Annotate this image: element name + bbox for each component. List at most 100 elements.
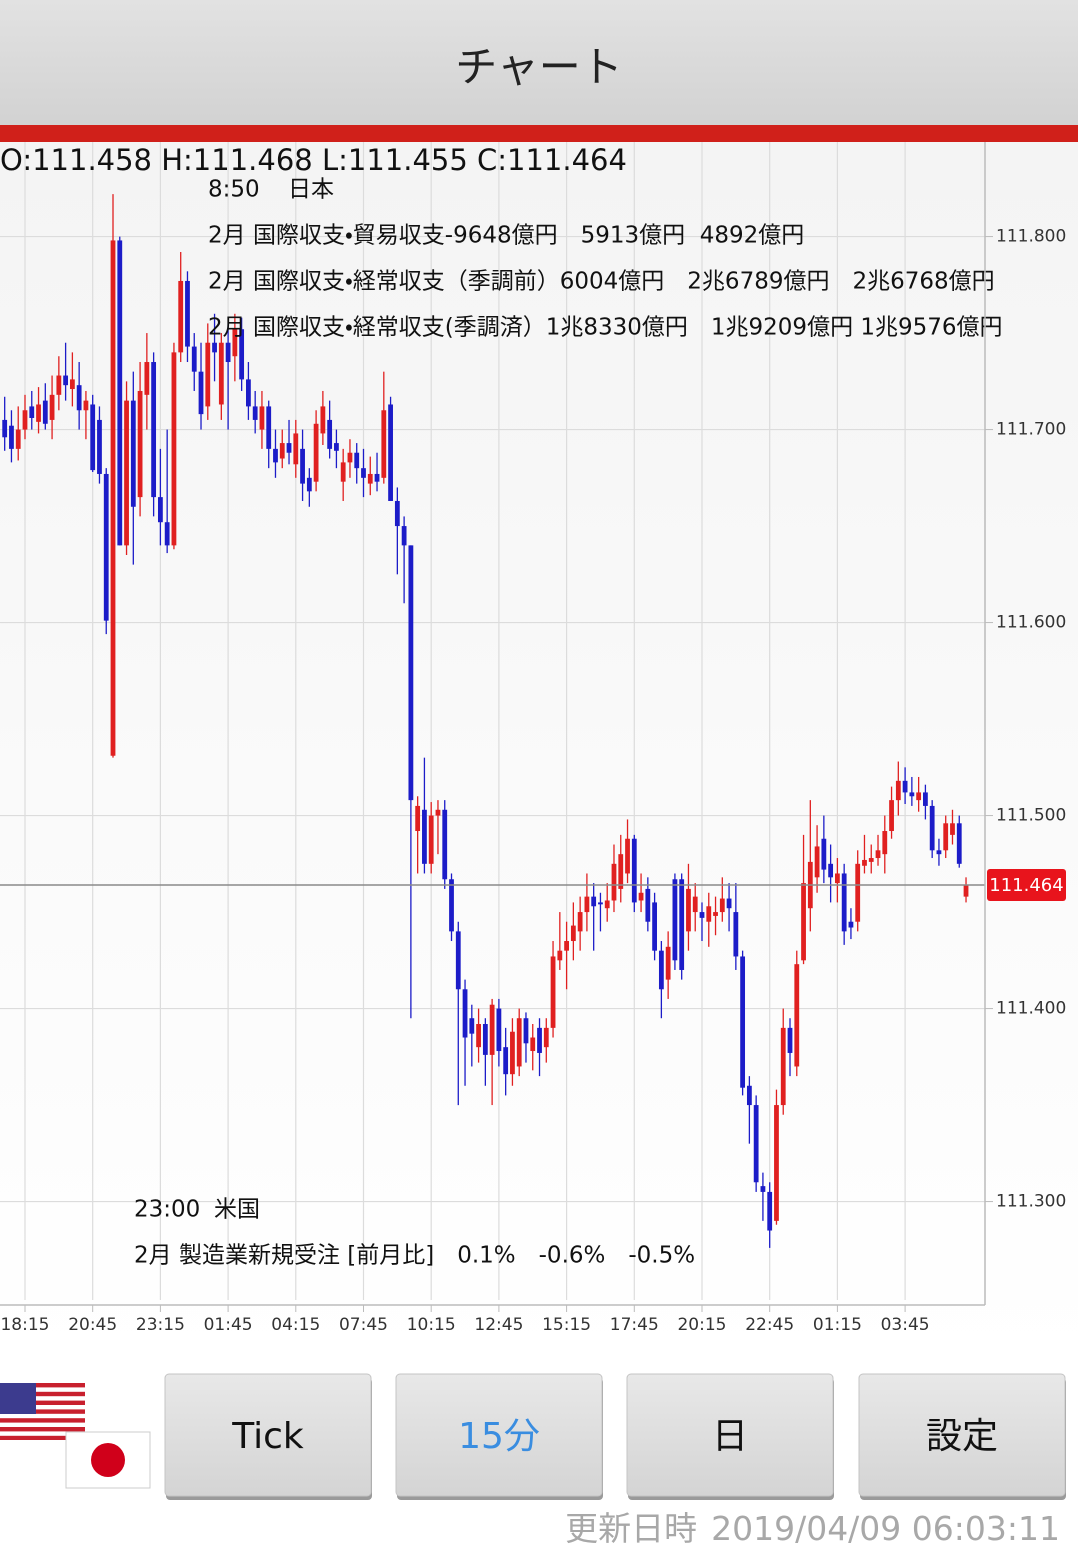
tab-button-face[interactable] xyxy=(164,1373,372,1497)
candle-body xyxy=(604,900,610,909)
update-label: 更新日時 xyxy=(565,1509,697,1548)
candle-body xyxy=(408,545,414,801)
candle-body xyxy=(144,362,150,395)
candle-body xyxy=(293,433,299,465)
candle-body xyxy=(36,404,41,422)
candle-body xyxy=(2,419,8,438)
tab-button-label[interactable]: 設定 xyxy=(926,1416,998,1457)
tab-button[interactable]: Tick xyxy=(164,1373,372,1500)
candle-body xyxy=(950,823,955,835)
update-time: 更新日時 2019/04/09 06:03:11 xyxy=(565,1509,1060,1548)
candle-body xyxy=(550,956,556,1028)
accent-bar xyxy=(0,125,1078,142)
candle-body xyxy=(49,394,55,420)
event-line: 2月 国際収支・経常収支(季調済）1兆8330億円 1兆9209億円 1兆957… xyxy=(208,315,1003,341)
tab-button[interactable]: 設定 xyxy=(858,1373,1066,1500)
candle-body xyxy=(686,888,691,932)
tab-button-label[interactable]: 日 xyxy=(712,1416,748,1457)
candle-body xyxy=(137,390,143,498)
candle-body xyxy=(205,342,211,407)
button-bar: Tick 15分 日 設定 xyxy=(164,1373,1066,1500)
candle-body xyxy=(327,419,333,449)
candle-body xyxy=(157,497,163,523)
candle-body xyxy=(570,925,576,942)
last-price-box xyxy=(987,869,1066,902)
candle-body xyxy=(212,342,217,353)
candle-body xyxy=(246,379,251,407)
candle-body xyxy=(9,425,14,449)
candle-body xyxy=(218,342,224,405)
x-tick-label: 18:15 xyxy=(0,1315,49,1335)
plot: 111.300 111.400 111.500 111.600 111.700 111.8… xyxy=(0,142,1066,1335)
event-line: 2月 国際収支・貿易収支-9648億円 5913億円 4892億円 xyxy=(208,223,804,249)
candle-body xyxy=(726,898,732,909)
candle-body xyxy=(198,371,204,415)
candle-body xyxy=(929,805,935,851)
x-tick-label: 03:45 xyxy=(881,1315,930,1335)
candle-body xyxy=(543,1027,549,1048)
candle-body xyxy=(56,375,62,395)
header-bar xyxy=(0,0,1078,125)
candle-body xyxy=(334,443,339,451)
jp-flag xyxy=(65,1431,151,1489)
candle-body xyxy=(733,912,739,957)
candle-body xyxy=(76,385,82,411)
tab-button[interactable]: 15分 xyxy=(395,1373,603,1500)
tab-button-label[interactable]: 15分 xyxy=(458,1416,540,1457)
tab-button-label[interactable]: Tick xyxy=(231,1416,304,1457)
candle-body xyxy=(916,792,922,801)
candle-body xyxy=(794,964,800,1067)
tab-button-face[interactable] xyxy=(858,1373,1066,1497)
candle-body xyxy=(42,400,48,424)
x-tick-label: 20:45 xyxy=(68,1315,117,1335)
event-country: 日本 xyxy=(288,177,334,203)
candle-body xyxy=(658,950,664,990)
candle-body xyxy=(895,780,901,801)
candle-body xyxy=(753,1105,759,1183)
tab-button-face[interactable] xyxy=(626,1373,834,1497)
candle-body xyxy=(801,883,806,961)
candle-body xyxy=(699,912,705,918)
y-tick-label: 111.500 xyxy=(996,806,1066,826)
candle-body xyxy=(591,896,597,907)
candle-body xyxy=(124,400,129,546)
candle-body xyxy=(638,892,644,901)
tab-button[interactable]: 日 xyxy=(626,1373,834,1500)
candle-body xyxy=(611,863,617,901)
candle-body xyxy=(476,1024,481,1048)
candle-body xyxy=(598,902,603,905)
candle-body xyxy=(103,473,109,621)
candle-body xyxy=(63,375,69,386)
candle-body xyxy=(90,404,96,471)
candle-body xyxy=(151,362,157,498)
candle-body xyxy=(516,1018,522,1067)
event-time: 8:50 xyxy=(208,177,260,203)
candle-body xyxy=(625,838,630,874)
candle-body xyxy=(523,1018,529,1044)
candle-body xyxy=(889,800,894,832)
candle-body xyxy=(537,1027,542,1053)
candle-body xyxy=(415,805,421,832)
candle-body xyxy=(117,240,123,546)
candle-body xyxy=(923,792,928,806)
candle-body xyxy=(767,1191,773,1231)
y-tick-label: 111.400 xyxy=(996,999,1066,1019)
candle-body xyxy=(821,838,827,870)
candle-body xyxy=(286,443,292,453)
candle-body xyxy=(814,846,820,878)
y-tick-label: 111.600 xyxy=(996,613,1066,633)
candle-body xyxy=(110,240,116,756)
candle-body xyxy=(496,1008,502,1052)
candle-body xyxy=(577,912,583,932)
x-tick-label: 01:15 xyxy=(813,1315,862,1335)
candle-body xyxy=(164,522,170,546)
event-line: 2月 製造業新規受注 [前月比] 0.1% -0.6% -0.5% xyxy=(134,1243,695,1269)
candle-body xyxy=(787,1027,793,1053)
y-tick-label: 111.700 xyxy=(996,420,1066,440)
tab-button-face[interactable] xyxy=(395,1373,603,1497)
candle-body xyxy=(29,406,35,418)
candle-body xyxy=(631,838,637,903)
candle-body xyxy=(868,858,874,862)
candle-body xyxy=(232,329,238,357)
candle-body xyxy=(225,342,231,363)
